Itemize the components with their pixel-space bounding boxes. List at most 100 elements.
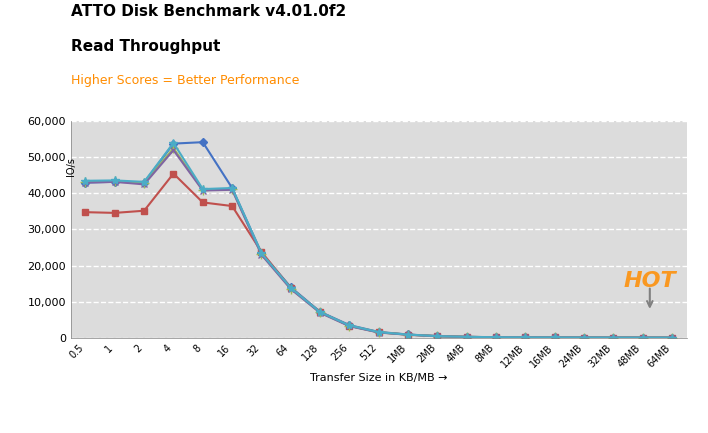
Samsung SSD 870 EVO (1TB): [521, 335, 530, 340]
Samsung SSD 870 EVO (1TB): [228, 185, 236, 191]
Samsung SSD 870 QVO (2TB): [462, 334, 471, 339]
Samsung SSD 860 Pro (2TB): [228, 185, 236, 191]
Samsung SSD 860 Pro (2TB): [404, 332, 412, 337]
Samsung SSD 860 Pro (2TB): [609, 335, 617, 340]
Samsung SSD 870 QVO (2TB): [140, 182, 149, 187]
Toshiba OCZ VX500 (1TB): [346, 323, 354, 328]
Samsung SSD 870 QVO (2TB): [492, 335, 501, 340]
Samsung SSD 870 EVO (4TB): [521, 335, 530, 340]
Samsung SSD 860 Pro (2TB): [81, 180, 90, 185]
Samsung SSD 870 QVO (2TB): [521, 335, 530, 340]
Samsung SSD 860 Pro (2TB): [346, 323, 354, 328]
Text: IO/s: IO/s: [66, 157, 76, 176]
Line: Toshiba OCZ VX500 (1TB): Toshiba OCZ VX500 (1TB): [83, 171, 675, 340]
Samsung SSD 870 QVO (2TB): [228, 187, 236, 192]
Samsung SSD 870 QVO (2TB): [316, 310, 324, 315]
Samsung SSD 870 EVO (1TB): [404, 332, 412, 337]
Toshiba OCZ VX500 (1TB): [433, 333, 442, 339]
Samsung SSD 870 EVO (1TB): [169, 140, 178, 145]
Samsung SSD 870 EVO (4TB): [287, 286, 295, 291]
Samsung SSD 870 EVO (4TB): [316, 310, 324, 315]
Toshiba OCZ VX500 (1TB): [521, 335, 530, 340]
Line: Samsung SSD 860 Pro (2TB): Samsung SSD 860 Pro (2TB): [83, 139, 675, 340]
Line: Samsung SSD 870 EVO (1TB): Samsung SSD 870 EVO (1TB): [81, 139, 676, 342]
Samsung SSD 860 Pro (2TB): [140, 180, 149, 185]
Samsung SSD 870 QVO (2TB): [198, 188, 207, 193]
Samsung SSD 860 Pro (2TB): [110, 179, 119, 184]
Toshiba OCZ VX500 (1TB): [551, 335, 559, 340]
Samsung SSD 870 EVO (1TB): [551, 335, 559, 340]
Samsung SSD 870 EVO (4TB): [169, 145, 178, 151]
Samsung SSD 870 QVO (2TB): [110, 179, 119, 184]
Samsung SSD 870 EVO (1TB): [81, 178, 90, 184]
Samsung SSD 860 Pro (2TB): [316, 309, 324, 314]
X-axis label: Transfer Size in KB/MB →: Transfer Size in KB/MB →: [310, 373, 447, 383]
Samsung SSD 870 EVO (1TB): [639, 335, 647, 340]
Samsung SSD 870 EVO (4TB): [492, 335, 501, 340]
Text: Higher Scores = Better Performance: Higher Scores = Better Performance: [71, 74, 299, 87]
Samsung SSD 870 EVO (4TB): [375, 330, 383, 335]
Toshiba OCZ VX500 (1TB): [668, 335, 676, 340]
Toshiba OCZ VX500 (1TB): [492, 335, 501, 340]
Samsung SSD 870 QVO (2TB): [375, 330, 383, 335]
Samsung SSD 870 QVO (2TB): [433, 333, 442, 339]
Toshiba OCZ VX500 (1TB): [404, 332, 412, 337]
Samsung SSD 870 EVO (1TB): [346, 323, 354, 328]
Samsung SSD 870 EVO (1TB): [110, 178, 119, 183]
Samsung SSD 860 Pro (2TB): [580, 335, 588, 340]
Toshiba OCZ VX500 (1TB): [169, 171, 178, 176]
Toshiba OCZ VX500 (1TB): [257, 249, 266, 255]
Samsung SSD 870 EVO (1TB): [140, 179, 149, 184]
Samsung SSD 870 EVO (4TB): [346, 323, 354, 328]
Toshiba OCZ VX500 (1TB): [228, 204, 236, 209]
Toshiba OCZ VX500 (1TB): [110, 210, 119, 216]
Samsung SSD 860 Pro (2TB): [462, 334, 471, 339]
Samsung SSD 870 QVO (2TB): [551, 335, 559, 340]
Toshiba OCZ VX500 (1TB): [580, 335, 588, 340]
Samsung SSD 870 EVO (4TB): [110, 178, 119, 184]
Samsung SSD 870 QVO (2TB): [404, 332, 412, 337]
Samsung SSD 860 Pro (2TB): [521, 335, 530, 340]
Samsung SSD 870 QVO (2TB): [609, 335, 617, 340]
Samsung SSD 860 Pro (2TB): [198, 139, 207, 145]
Text: Read Throughput: Read Throughput: [71, 39, 220, 54]
Samsung SSD 870 EVO (1TB): [492, 335, 501, 340]
Samsung SSD 870 EVO (1TB): [287, 285, 295, 291]
Samsung SSD 870 EVO (1TB): [316, 310, 324, 315]
Samsung SSD 870 EVO (1TB): [433, 333, 442, 339]
Samsung SSD 870 EVO (1TB): [462, 334, 471, 339]
Samsung SSD 870 EVO (4TB): [228, 187, 236, 192]
Toshiba OCZ VX500 (1TB): [140, 208, 149, 213]
Samsung SSD 870 EVO (1TB): [609, 335, 617, 340]
Samsung SSD 870 EVO (1TB): [375, 330, 383, 335]
Samsung SSD 870 QVO (2TB): [287, 287, 295, 292]
Toshiba OCZ VX500 (1TB): [287, 285, 295, 291]
Samsung SSD 870 QVO (2TB): [346, 323, 354, 329]
Toshiba OCZ VX500 (1TB): [639, 335, 647, 340]
Line: Samsung SSD 870 QVO (2TB): Samsung SSD 870 QVO (2TB): [82, 147, 675, 341]
Toshiba OCZ VX500 (1TB): [462, 334, 471, 339]
Toshiba OCZ VX500 (1TB): [81, 210, 90, 215]
Samsung SSD 870 EVO (4TB): [609, 335, 617, 340]
Text: HOT: HOT: [624, 271, 676, 291]
Toshiba OCZ VX500 (1TB): [375, 330, 383, 335]
Samsung SSD 870 QVO (2TB): [257, 252, 266, 257]
Samsung SSD 870 QVO (2TB): [81, 180, 90, 185]
Text: ATTO Disk Benchmark v4.01.0f2: ATTO Disk Benchmark v4.01.0f2: [71, 4, 346, 19]
Samsung SSD 860 Pro (2TB): [551, 335, 559, 340]
Toshiba OCZ VX500 (1TB): [609, 335, 617, 340]
Toshiba OCZ VX500 (1TB): [198, 200, 207, 205]
Samsung SSD 860 Pro (2TB): [492, 335, 501, 340]
Samsung SSD 870 EVO (4TB): [404, 332, 412, 337]
Samsung SSD 870 QVO (2TB): [668, 335, 676, 340]
Samsung SSD 870 EVO (1TB): [580, 335, 588, 340]
Samsung SSD 870 QVO (2TB): [169, 148, 178, 153]
Samsung SSD 860 Pro (2TB): [257, 250, 266, 255]
Samsung SSD 870 EVO (4TB): [580, 335, 588, 340]
Samsung SSD 860 Pro (2TB): [639, 335, 647, 340]
Samsung SSD 870 EVO (4TB): [668, 335, 676, 340]
Samsung SSD 860 Pro (2TB): [287, 284, 295, 290]
Samsung SSD 870 EVO (1TB): [198, 187, 207, 192]
Samsung SSD 870 QVO (2TB): [580, 335, 588, 340]
Samsung SSD 870 EVO (4TB): [639, 335, 647, 340]
